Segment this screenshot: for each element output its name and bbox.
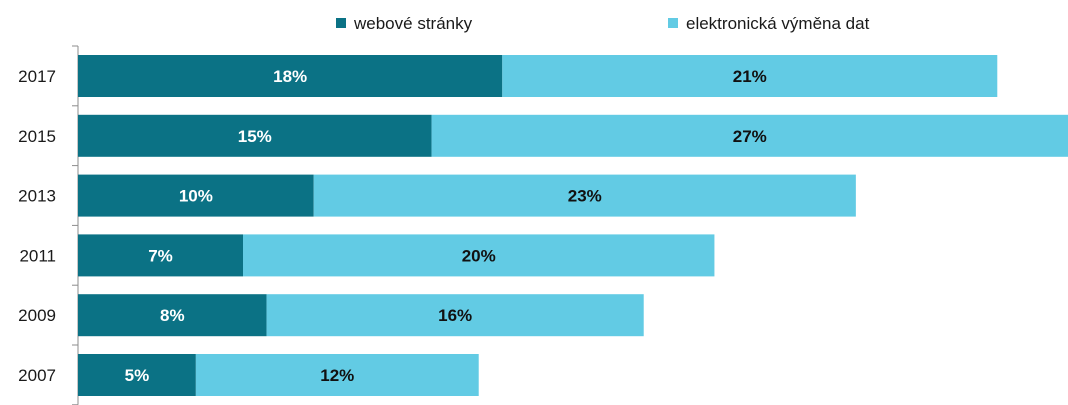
bar-segment-webove-stranky xyxy=(78,114,432,157)
y-tick-label: 2017 xyxy=(18,67,56,86)
data-label: 27% xyxy=(733,127,767,146)
data-label: 15% xyxy=(238,127,272,146)
data-label: 8% xyxy=(160,306,185,325)
bar-segment-elektronicka-vymena-dat xyxy=(195,354,479,396)
data-label: 18% xyxy=(273,67,307,86)
bar-segment-elektronicka-vymena-dat xyxy=(266,294,644,337)
data-label: 5% xyxy=(125,366,150,385)
bar-segment-elektronicka-vymena-dat xyxy=(243,234,715,277)
bars xyxy=(78,55,1068,396)
bar-segment-elektronicka-vymena-dat xyxy=(313,174,856,217)
bar-segment-webove-stranky xyxy=(78,55,503,97)
data-label: 21% xyxy=(733,67,767,86)
data-label: 16% xyxy=(438,306,472,325)
data-label: 23% xyxy=(568,187,602,206)
y-axis: 2017 2015 2013 2011 2009 2007 xyxy=(18,45,79,405)
data-label: 10% xyxy=(179,187,213,206)
data-label: 12% xyxy=(320,366,354,385)
y-tick-label: 2013 xyxy=(18,187,56,206)
y-tick-label: 2011 xyxy=(19,246,56,265)
bar-segment-webove-stranky xyxy=(78,354,196,396)
data-labels: 18% 21% 15% 27% 10% 23% 7% 20% 8% 16% 5% 12% xyxy=(125,67,767,385)
y-tick-label: 2009 xyxy=(18,306,56,325)
data-label: 20% xyxy=(462,246,496,265)
bar-segment-elektronicka-vymena-dat xyxy=(431,114,1068,157)
bar-segment-webove-stranky xyxy=(78,174,314,217)
y-tick-label: 2007 xyxy=(18,366,56,385)
legend-label-webove-stranky: webové stránky xyxy=(353,14,473,33)
bar-segment-elektronicka-vymena-dat xyxy=(502,55,998,97)
bar-segment-webove-stranky xyxy=(78,294,267,337)
legend: webové stránky elektronická výměna dat xyxy=(336,14,870,33)
y-tick-label: 2015 xyxy=(18,127,56,146)
bar-segment-webove-stranky xyxy=(78,234,243,277)
legend-swatch-elektronicka-vymena-dat xyxy=(668,18,678,28)
legend-label-elektronicka-vymena-dat: elektronická výměna dat xyxy=(686,14,870,33)
data-label: 7% xyxy=(148,246,173,265)
legend-swatch-webove-stranky xyxy=(336,18,346,28)
